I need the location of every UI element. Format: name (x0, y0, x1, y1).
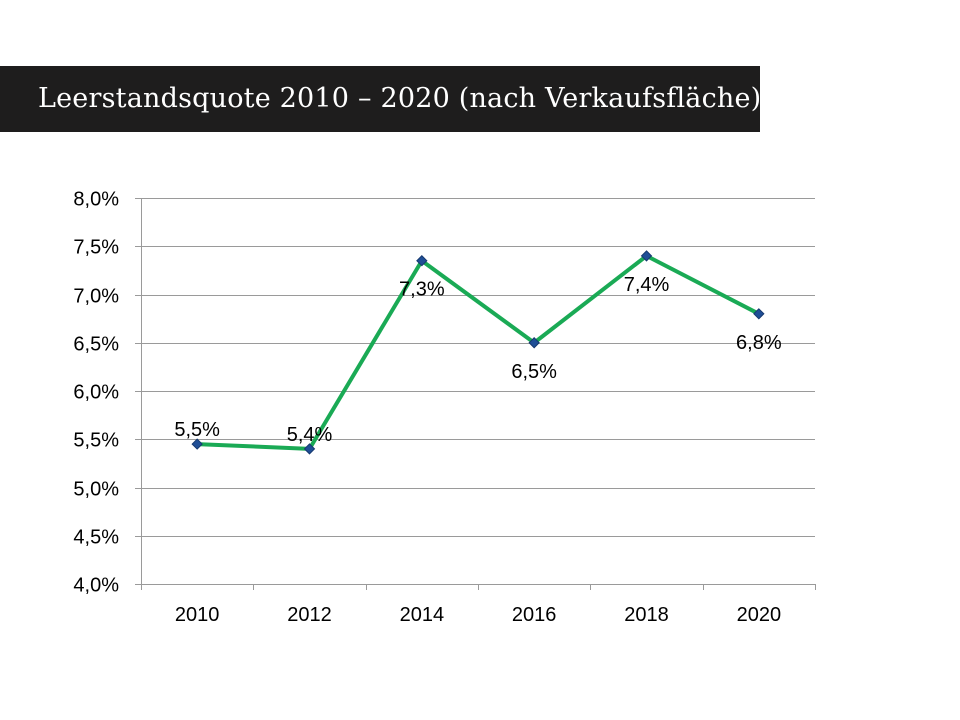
series (191, 250, 765, 455)
data-labels: 5,5% 5,4% 7,3% 6,5% 7,4% 6,8% (174, 274, 781, 446)
y-tick-label: 7,0% (73, 286, 119, 308)
title-bar: Leerstandsquote 2010 – 2020 (nach Verkau… (0, 66, 762, 132)
y-tick-labels: 4,0% 4,5% 5,0% 5,5% 6,0% 6,5% 7,0% 7,5% 8,0% (73, 189, 119, 597)
data-label: 7,4% (624, 274, 670, 296)
y-tick-label: 4,0% (73, 575, 119, 597)
series-line (195, 253, 761, 451)
x-tick-label: 2018 (624, 604, 669, 626)
axes (135, 198, 816, 590)
x-tick-label: 2016 (512, 604, 557, 626)
x-tick-label: 2014 (400, 604, 445, 626)
data-label: 6,5% (511, 361, 557, 383)
y-tick-label: 6,0% (73, 382, 119, 404)
y-tick-label: 4,5% (73, 527, 119, 549)
y-tick-label: 5,5% (73, 430, 119, 452)
data-point-marker (753, 308, 765, 320)
data-label: 5,4% (287, 424, 333, 446)
data-label: 6,8% (736, 332, 782, 354)
data-point-marker (303, 443, 316, 455)
y-tick-label: 5,0% (73, 479, 119, 501)
data-point-marker (416, 255, 428, 267)
data-point-marker (528, 337, 540, 349)
data-point-marker (640, 250, 653, 262)
y-tick-label: 8,0% (73, 189, 119, 211)
y-tick-label: 6,5% (73, 334, 119, 356)
grid-lines (141, 198, 815, 537)
data-label: 5,5% (174, 419, 220, 441)
data-label: 7,3% (399, 279, 445, 301)
x-tick-label: 2020 (737, 604, 782, 626)
y-tick-label: 7,5% (73, 237, 119, 259)
slide-title: Leerstandsquote 2010 – 2020 (nach Verkau… (38, 83, 762, 114)
x-tick-label: 2012 (287, 604, 332, 626)
x-tick-label: 2010 (175, 604, 220, 626)
data-point-marker (191, 438, 203, 450)
x-tick-labels: 2010 2012 2014 2016 2018 2020 (175, 604, 781, 626)
